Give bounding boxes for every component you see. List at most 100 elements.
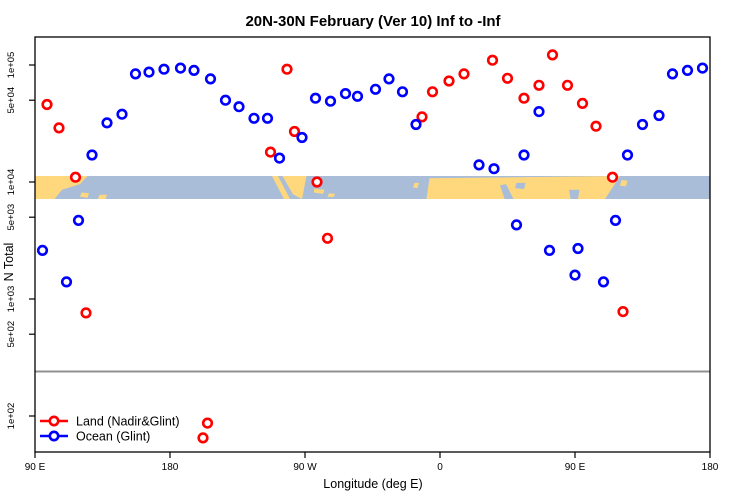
map-land-shape bbox=[314, 188, 325, 194]
ocean-point bbox=[101, 117, 113, 129]
ocean-points-series bbox=[36, 62, 709, 288]
legend: Land (Nadir&Glint) Ocean (Glint) bbox=[40, 415, 180, 444]
ocean-point bbox=[188, 64, 200, 76]
ocean-point bbox=[248, 112, 260, 124]
x-axis-label: Longitude (deg E) bbox=[323, 477, 422, 491]
land-point bbox=[264, 146, 277, 158]
ocean-point bbox=[36, 244, 49, 256]
map-ocean-shape bbox=[500, 184, 514, 199]
ocean-point bbox=[621, 149, 634, 161]
y-tick-label: 1e+02 bbox=[6, 403, 17, 430]
ocean-point bbox=[681, 64, 694, 76]
land-points-series bbox=[41, 49, 629, 444]
land-point bbox=[486, 54, 499, 66]
ocean-point bbox=[72, 214, 85, 226]
map-land-shape bbox=[98, 194, 107, 199]
land-point bbox=[69, 171, 82, 183]
land-point bbox=[53, 122, 65, 134]
map-ocean-shape bbox=[515, 182, 526, 190]
ocean-point bbox=[86, 149, 98, 161]
ocean-point bbox=[339, 87, 352, 100]
land-point bbox=[321, 232, 334, 244]
legend-land-marker bbox=[48, 415, 60, 427]
ocean-point bbox=[473, 159, 485, 171]
ocean-point bbox=[309, 92, 322, 104]
land-point bbox=[311, 176, 323, 188]
x-tick-label: 180 bbox=[162, 462, 179, 473]
y-tick-label: 1e+03 bbox=[6, 286, 17, 313]
land-point bbox=[617, 306, 629, 318]
legend-ocean-label: Ocean (Glint) bbox=[76, 430, 150, 444]
plot-border bbox=[34, 36, 711, 453]
ocean-point bbox=[158, 63, 170, 75]
ocean-point bbox=[296, 131, 308, 144]
land-point bbox=[533, 79, 545, 91]
land-point bbox=[416, 111, 428, 123]
ocean-point bbox=[510, 219, 523, 231]
x-tick-label: 90 E bbox=[565, 462, 586, 473]
ocean-point bbox=[204, 73, 217, 85]
land-point bbox=[201, 417, 214, 429]
ocean-point bbox=[666, 68, 679, 80]
y-axis-ticks: 1e+05 5e+04 1e+04 5e+03 1e+03 5e+02 1e+02 bbox=[6, 52, 35, 430]
ocean-point bbox=[383, 73, 395, 85]
ocean-point bbox=[597, 276, 610, 288]
ocean-point bbox=[533, 105, 545, 118]
land-point bbox=[606, 171, 619, 183]
y-tick-label: 1e+05 bbox=[6, 52, 17, 79]
ocean-point bbox=[609, 214, 622, 226]
ocean-point bbox=[488, 163, 500, 175]
land-point bbox=[426, 86, 439, 98]
y-tick-label: 5e+02 bbox=[6, 321, 17, 348]
ocean-point bbox=[116, 108, 128, 120]
y-tick-label: 1e+04 bbox=[6, 169, 17, 196]
ocean-point bbox=[351, 90, 364, 102]
land-point bbox=[590, 120, 602, 132]
x-axis-ticks: 90 E 180 90 W 0 90 E 180 bbox=[25, 452, 719, 473]
ocean-point bbox=[396, 86, 409, 98]
ocean-point bbox=[174, 62, 187, 74]
map-ocean-shape bbox=[569, 189, 580, 199]
map-land-shape bbox=[80, 192, 89, 198]
x-tick-label: 90 E bbox=[25, 462, 46, 473]
y-tick-label: 5e+04 bbox=[6, 87, 17, 114]
ocean-point bbox=[129, 68, 142, 80]
land-point bbox=[458, 68, 470, 80]
ocean-point bbox=[233, 101, 245, 113]
ocean-point bbox=[219, 94, 232, 106]
land-point bbox=[80, 307, 92, 319]
ocean-point bbox=[543, 244, 556, 256]
ocean-point bbox=[518, 149, 530, 161]
land-point bbox=[288, 125, 301, 138]
ocean-point bbox=[653, 109, 665, 122]
ocean-point bbox=[324, 95, 337, 107]
land-point bbox=[501, 72, 514, 84]
ocean-point bbox=[261, 112, 274, 124]
map-land-shape bbox=[327, 193, 335, 198]
legend-land-label: Land (Nadir&Glint) bbox=[76, 415, 180, 429]
map-band bbox=[35, 176, 710, 199]
land-point bbox=[546, 49, 559, 61]
ocean-point bbox=[369, 83, 382, 95]
land-point bbox=[281, 63, 293, 75]
x-tick-label: 0 bbox=[437, 462, 443, 473]
land-point bbox=[443, 75, 455, 87]
ocean-point bbox=[143, 66, 155, 78]
land-point bbox=[197, 432, 209, 444]
land-point bbox=[41, 98, 53, 111]
ocean-point bbox=[569, 269, 581, 281]
legend-ocean-marker bbox=[48, 430, 60, 442]
ocean-point bbox=[696, 62, 709, 74]
land-point bbox=[561, 79, 574, 91]
x-tick-label: 180 bbox=[702, 462, 719, 473]
land-point bbox=[576, 97, 589, 109]
land-point bbox=[518, 92, 530, 104]
chart-title: 20N-30N February (Ver 10) Inf to -Inf bbox=[245, 13, 501, 30]
ocean-point bbox=[273, 152, 286, 164]
y-tick-label: 5e+03 bbox=[6, 204, 17, 231]
ocean-point bbox=[636, 118, 649, 131]
map-land-shape bbox=[413, 182, 419, 188]
map-land-shape bbox=[272, 176, 290, 199]
ocean-point bbox=[410, 118, 422, 131]
x-tick-label: 90 W bbox=[293, 462, 317, 473]
